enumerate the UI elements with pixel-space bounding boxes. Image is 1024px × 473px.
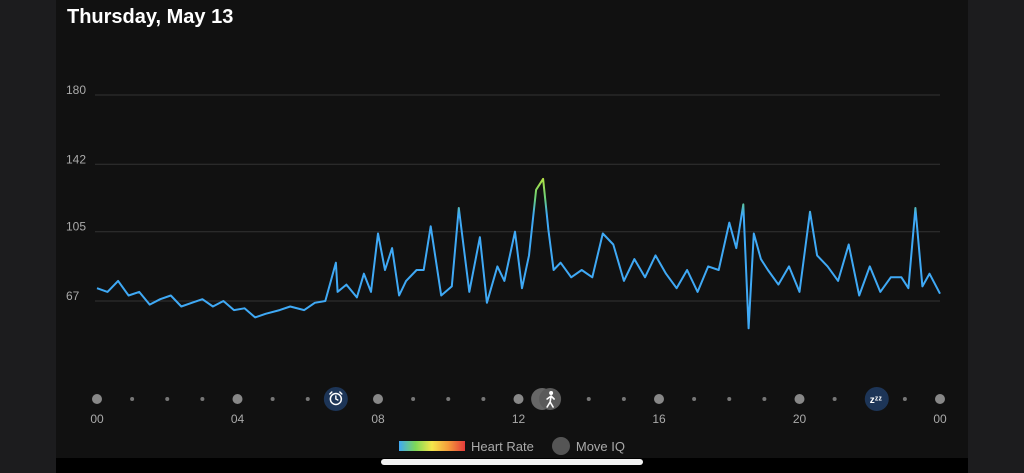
walking-icon[interactable] xyxy=(531,388,562,410)
timeline-dot xyxy=(513,394,524,404)
timeline-dot xyxy=(727,397,732,401)
left-margin xyxy=(0,0,56,473)
timeline-dot xyxy=(935,394,945,404)
page-title: Thursday, May 13 xyxy=(67,6,234,28)
timeline-dot xyxy=(692,397,697,401)
chart-legend: Heart Rate Move IQ xyxy=(399,437,625,455)
alarm-clock-icon[interactable] xyxy=(323,387,348,411)
clock-hands xyxy=(329,391,343,401)
timeline-dot xyxy=(165,397,170,401)
sleep-zzz-icon[interactable]: zᶻᶻ xyxy=(864,387,889,411)
heart-rate-line xyxy=(96,177,941,330)
timeline-dot xyxy=(446,397,451,401)
x-tick-label: 12 xyxy=(512,412,526,426)
timeline-dot xyxy=(373,394,383,404)
timeline-dot xyxy=(902,397,907,401)
marker-circle xyxy=(864,387,889,411)
home-indicator[interactable] xyxy=(381,459,643,465)
y-tick-label: 67 xyxy=(66,289,80,303)
chart-panel xyxy=(56,0,968,458)
timeline-dot xyxy=(481,397,486,401)
move-iq-legend-label: Move IQ xyxy=(575,438,625,454)
x-tick-label: 16 xyxy=(652,412,666,426)
timeline-dot xyxy=(130,397,135,401)
x-tick-label: 08 xyxy=(371,412,385,426)
clock-face xyxy=(329,392,343,406)
y-tick-label: 180 xyxy=(66,83,86,97)
timeline-dot xyxy=(654,394,664,404)
timeline-dot xyxy=(621,397,626,401)
y-tick-label: 105 xyxy=(66,220,86,234)
heart-rate-legend-swatch xyxy=(399,441,465,451)
x-tick-label: 00 xyxy=(90,412,104,426)
walker-head xyxy=(549,391,554,395)
heart-rate-legend-label: Heart Rate xyxy=(471,438,534,454)
move-iq-legend-swatch xyxy=(551,437,570,455)
timeline-dot xyxy=(200,397,205,401)
walker-body xyxy=(546,394,555,408)
x-tick-label: 20 xyxy=(793,412,807,426)
x-tick-label: 00 xyxy=(933,412,947,426)
y-tick-label: 142 xyxy=(66,152,86,166)
timeline-dot xyxy=(586,397,591,401)
timeline-dot xyxy=(92,394,102,404)
zzz-glyph: zᶻᶻ xyxy=(870,395,883,406)
timeline-dot xyxy=(232,394,243,404)
timeline-dot xyxy=(762,397,767,401)
timeline-dot xyxy=(794,394,805,404)
timeline-dot xyxy=(832,397,837,401)
timeline-dot xyxy=(411,397,416,401)
right-margin xyxy=(968,0,1024,473)
timeline-dot xyxy=(270,397,275,401)
timeline-dot xyxy=(305,397,310,401)
x-tick-label: 04 xyxy=(231,412,245,426)
